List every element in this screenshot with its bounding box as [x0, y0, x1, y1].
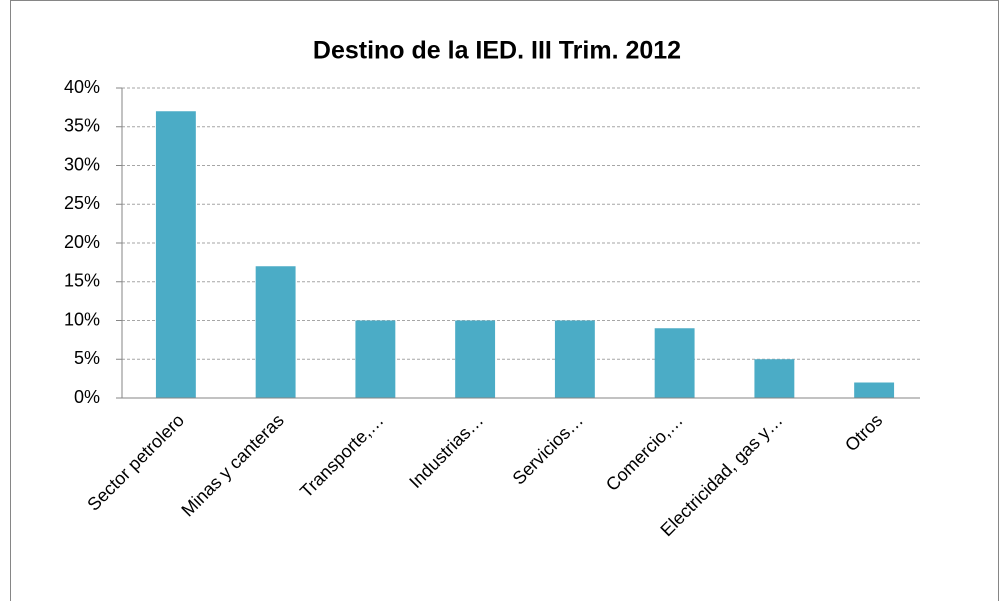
y-tick-label: 15% [64, 271, 100, 291]
y-tick-label: 30% [64, 154, 100, 174]
bar [155, 111, 196, 398]
bar [754, 359, 795, 398]
bar [654, 328, 695, 398]
y-tick-label: 20% [64, 232, 100, 252]
y-tick-label: 35% [64, 116, 100, 136]
y-tick-label: 0% [74, 387, 100, 407]
y-tick-label: 40% [64, 77, 100, 97]
bar [554, 320, 595, 398]
y-tick-label: 5% [74, 348, 100, 368]
bar [455, 320, 496, 398]
bar [854, 382, 895, 398]
bar [255, 266, 296, 398]
y-tick-label: 10% [64, 309, 100, 329]
y-tick-label: 25% [64, 193, 100, 213]
bar [355, 320, 396, 398]
chart-title: Destino de la IED. III Trim. 2012 [313, 37, 681, 65]
